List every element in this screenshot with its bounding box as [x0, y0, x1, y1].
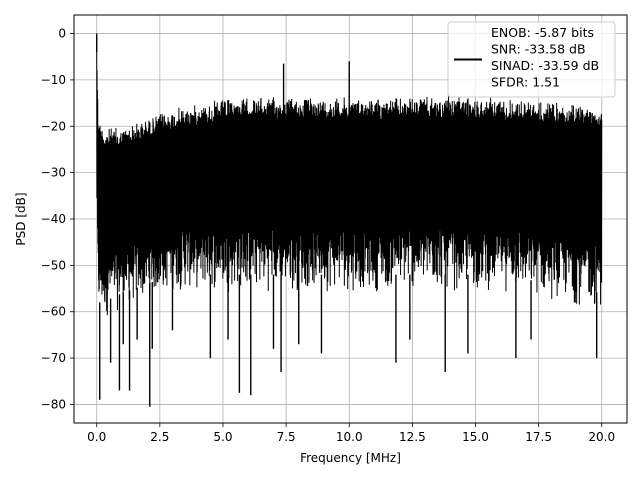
y-tick-label: −30: [41, 166, 66, 180]
y-tick-label: −60: [41, 305, 66, 319]
legend-box: [447, 21, 616, 98]
legend-line: SFDR: 1.51: [491, 75, 560, 90]
x-tick-label: 0.0: [87, 430, 106, 444]
x-tick-label: 12.5: [399, 430, 426, 444]
y-tick-label: −10: [41, 73, 66, 87]
y-tick-label: −40: [41, 212, 66, 226]
psd-series: [96, 33, 603, 407]
x-tick-label: 2.5: [150, 430, 169, 444]
x-tick-label: 7.5: [277, 430, 296, 444]
x-tick-label: 10.0: [336, 430, 363, 444]
x-axis: 0.0 2.5 5.0 7.5 10.0 12.5 15.0 17.5 20.0: [87, 423, 615, 444]
y-tick-label: −80: [41, 397, 66, 411]
y-tick-label: −70: [41, 351, 66, 365]
y-tick-label: 0: [58, 27, 66, 41]
x-tick-label: 5.0: [213, 430, 232, 444]
x-axis-label: Frequency [MHz]: [300, 451, 401, 465]
legend-line: ENOB: -5.87 bits: [491, 25, 594, 40]
x-tick-label: 17.5: [525, 430, 552, 444]
y-tick-label: −50: [41, 258, 66, 272]
x-tick-label: 20.0: [588, 430, 615, 444]
legend-line: SINAD: -33.59 dB: [491, 58, 599, 73]
legend-line: SNR: -33.58 dB: [491, 42, 586, 57]
y-axis: 0 −10 −20 −30 −40 −50 −60 −70 −80: [41, 27, 74, 411]
y-axis-label: PSD [dB]: [14, 192, 28, 245]
x-tick-label: 15.0: [462, 430, 489, 444]
y-tick-label: −20: [41, 119, 66, 133]
